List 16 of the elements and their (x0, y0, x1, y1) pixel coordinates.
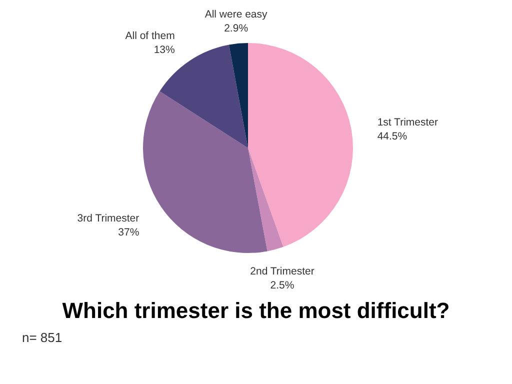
slice-label: 3rd Trimester (77, 212, 140, 224)
pie-slice (248, 148, 284, 252)
pie-slice (248, 43, 353, 247)
slice-label: 1st Trimester (377, 116, 439, 129)
slice-label: All were easy (204, 8, 268, 20)
data-label: 44.5% (377, 130, 408, 143)
slice-label: All of them (125, 30, 176, 42)
pie-slice (228, 43, 248, 148)
data-label: 37% (118, 226, 140, 238)
data-label: 13% (154, 44, 175, 56)
text: n= 851 (22, 330, 62, 345)
slice-label: 2nd Trimester (250, 266, 315, 278)
data-label: 2.9% (224, 22, 248, 34)
data-label: 2.5% (270, 280, 294, 292)
text: Which trimester is the most difficult? (62, 298, 450, 323)
pie-slice (143, 91, 268, 253)
